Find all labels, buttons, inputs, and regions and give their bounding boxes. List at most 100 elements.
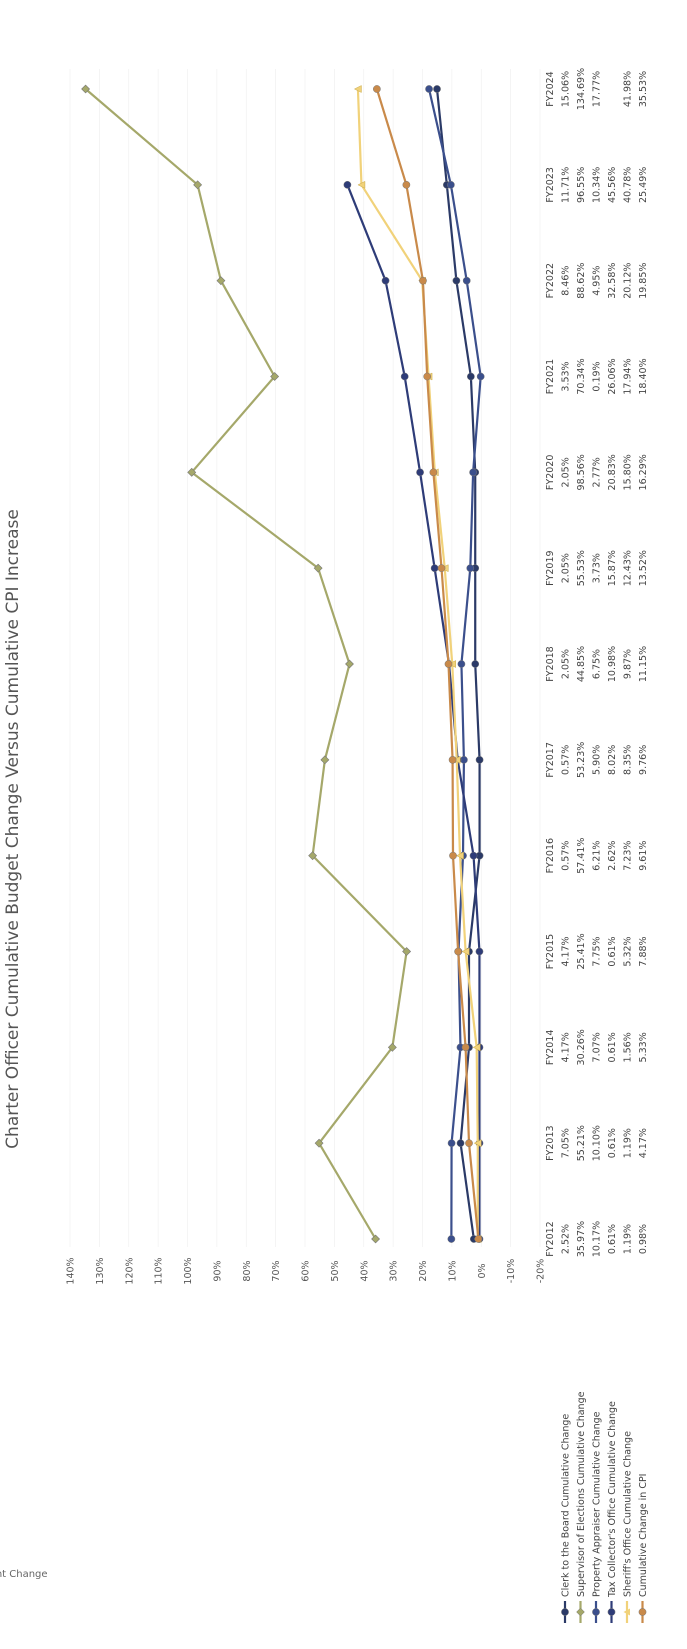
data-label: 35.97% bbox=[576, 1221, 587, 1257]
data-label: 17.94% bbox=[623, 358, 634, 394]
legend-label: Tax Collector's Office Cumulative Change bbox=[607, 1401, 618, 1598]
data-label: 13.52% bbox=[638, 550, 649, 586]
y-tick-label: 80% bbox=[242, 1260, 253, 1281]
data-point bbox=[456, 1139, 465, 1148]
series-line bbox=[346, 184, 481, 1239]
data-label: 18.40% bbox=[638, 358, 649, 394]
data-label: 0.19% bbox=[592, 361, 603, 391]
data-point bbox=[81, 84, 91, 94]
data-label: 2.05% bbox=[561, 649, 572, 679]
legend-marker bbox=[623, 1608, 630, 1616]
data-point bbox=[457, 660, 466, 668]
category-label: FY2021 bbox=[545, 359, 556, 394]
data-point bbox=[476, 372, 485, 381]
category-label: FY2014 bbox=[545, 1030, 556, 1065]
data-point bbox=[462, 276, 471, 285]
data-label: 40.78% bbox=[623, 167, 634, 203]
data-point bbox=[371, 1234, 381, 1244]
y-tick-label: 10% bbox=[447, 1260, 458, 1281]
category-label: FY2012 bbox=[545, 1221, 556, 1256]
legend-marker bbox=[561, 1608, 569, 1616]
category-label: FY2019 bbox=[545, 550, 556, 585]
data-point bbox=[461, 1043, 470, 1052]
data-label: 70.34% bbox=[576, 358, 587, 394]
data-label: 7.75% bbox=[592, 936, 603, 966]
data-point bbox=[353, 85, 362, 93]
data-label: 7.05% bbox=[561, 1128, 572, 1158]
y-tick-label: 30% bbox=[389, 1260, 400, 1281]
data-label: 8.02% bbox=[607, 745, 618, 775]
legend-label: Sheriff's Office Cumulative Change bbox=[623, 1431, 634, 1597]
data-label: 3.53% bbox=[561, 361, 572, 391]
data-point bbox=[461, 947, 470, 956]
data-point bbox=[467, 372, 475, 381]
data-point bbox=[447, 1139, 456, 1148]
data-label: 3.73% bbox=[592, 553, 603, 583]
legend-marker bbox=[576, 1607, 585, 1617]
data-label: 8.46% bbox=[561, 266, 572, 296]
y-tick-label: 100% bbox=[183, 1257, 194, 1284]
data-point bbox=[373, 85, 381, 93]
data-label: 10.34% bbox=[592, 167, 603, 203]
data-label: 10.17% bbox=[592, 1221, 603, 1257]
category-label: FY2023 bbox=[545, 167, 556, 202]
data-label: 1.19% bbox=[623, 1128, 634, 1158]
legend-marker bbox=[638, 1608, 647, 1616]
data-point bbox=[387, 1042, 397, 1052]
data-label: 7.23% bbox=[623, 841, 634, 871]
legend-label: Clerk to the Board Cumulative Change bbox=[561, 1414, 572, 1597]
data-point bbox=[447, 180, 455, 189]
data-point bbox=[187, 467, 197, 477]
data-label: 4.17% bbox=[561, 936, 572, 966]
data-label: 96.55% bbox=[576, 167, 587, 203]
legend: Clerk to the Board Cumulative Change Supe… bbox=[561, 1391, 649, 1623]
data-point bbox=[469, 468, 477, 477]
data-label: 134.69% bbox=[576, 68, 587, 110]
data-label: 25.41% bbox=[576, 933, 587, 969]
data-label: 4.17% bbox=[638, 1128, 649, 1158]
data-label: 6.75% bbox=[592, 649, 603, 679]
data-label: 0.61% bbox=[607, 936, 618, 966]
data-point bbox=[402, 947, 412, 956]
data-point bbox=[474, 1235, 483, 1243]
data-point bbox=[475, 755, 484, 764]
data-label: 20.12% bbox=[623, 263, 634, 299]
data-label: 1.19% bbox=[623, 1224, 634, 1254]
data-label: 0.57% bbox=[561, 745, 572, 775]
data-label: 4.95% bbox=[592, 266, 603, 296]
data-point bbox=[447, 1235, 456, 1243]
data-label: 44.85% bbox=[576, 646, 587, 682]
data-label: 9.87% bbox=[623, 649, 634, 679]
y-tick-label: 130% bbox=[95, 1257, 106, 1284]
data-point bbox=[444, 660, 453, 668]
data-label: 11.15% bbox=[638, 646, 649, 682]
data-point bbox=[402, 180, 411, 189]
data-point bbox=[469, 851, 478, 860]
data-point bbox=[429, 468, 438, 477]
data-point bbox=[419, 276, 427, 285]
data-point bbox=[475, 947, 484, 956]
data-label: 45.56% bbox=[607, 167, 618, 203]
y-axis-label: Percent Change bbox=[0, 1569, 48, 1580]
data-label: 35.53% bbox=[638, 71, 649, 107]
data-label: 6.21% bbox=[592, 841, 603, 871]
series-group bbox=[81, 84, 485, 1244]
category-label: FY2024 bbox=[545, 71, 556, 106]
category-label: FY2020 bbox=[545, 455, 556, 490]
data-label: 5.90% bbox=[592, 745, 603, 775]
data-label: 53.23% bbox=[576, 742, 587, 778]
y-tick-label: 50% bbox=[330, 1260, 341, 1281]
data-point bbox=[320, 755, 330, 765]
data-point bbox=[425, 85, 433, 93]
data-label: 20.83% bbox=[607, 454, 618, 490]
data-label: 2.77% bbox=[592, 457, 603, 487]
data-label: 12.43% bbox=[623, 550, 634, 586]
legend-marker bbox=[607, 1608, 616, 1616]
data-point bbox=[473, 1139, 482, 1148]
data-label: 7.88% bbox=[638, 936, 649, 966]
data-point bbox=[433, 85, 441, 93]
data-point bbox=[381, 276, 390, 285]
data-label: 0.57% bbox=[561, 841, 572, 871]
data-point bbox=[455, 851, 464, 860]
